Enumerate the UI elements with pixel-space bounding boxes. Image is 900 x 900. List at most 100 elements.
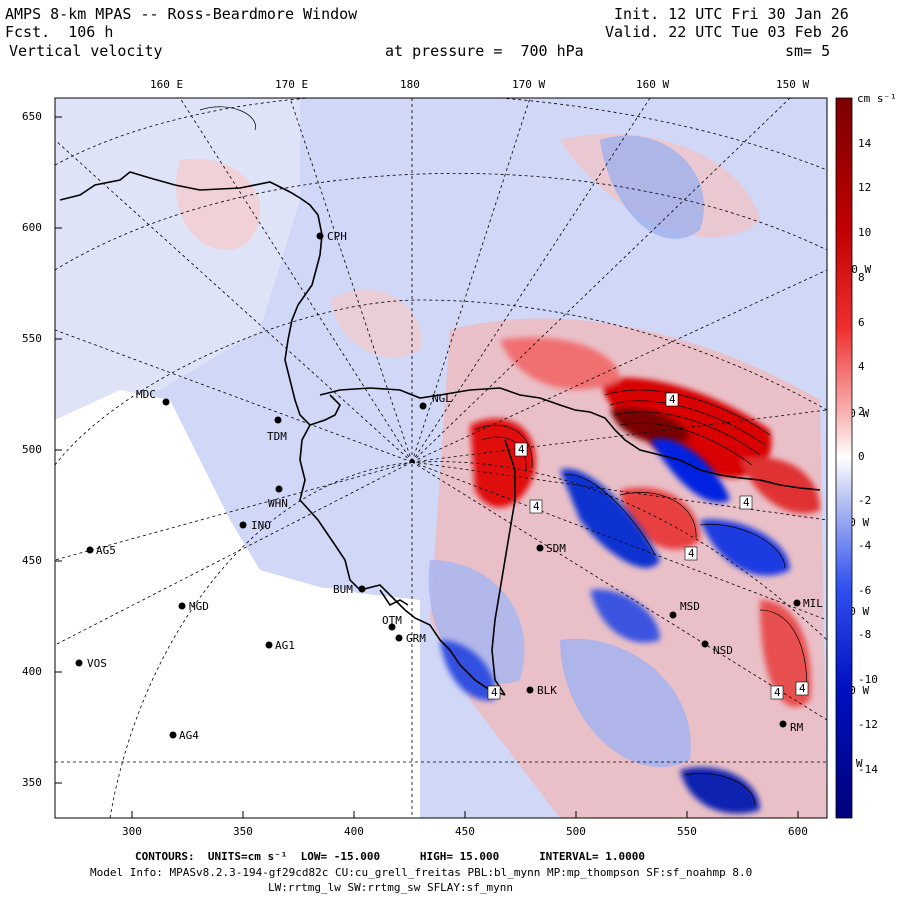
latitude-circle <box>55 299 827 466</box>
colorbar-label: -2 <box>858 494 872 507</box>
colorbar-label: -10 <box>858 673 878 686</box>
station-marker <box>162 398 170 406</box>
updraft-core <box>620 487 700 550</box>
low-value: LOW= -15.000 <box>300 850 381 863</box>
coastline-path <box>59 171 506 696</box>
graticule <box>55 98 827 818</box>
physics-info: LW:rrtmg_lw SW:rrtmg_sw SFLAY:sf_mynn <box>268 881 514 894</box>
station-label: OTM <box>382 614 402 627</box>
contour-label-box <box>529 499 543 514</box>
station-label: SDM <box>546 542 566 555</box>
downdraft-core <box>560 468 660 568</box>
colorbar-label: 8 <box>858 271 865 284</box>
contour-label: 4 <box>533 500 540 513</box>
meridian-line <box>411 98 651 463</box>
station-marker <box>526 686 534 694</box>
station-marker <box>86 546 94 554</box>
station-marker <box>358 585 366 593</box>
valid-time: Valid. 22 UTC Tue 03 Feb 26 <box>605 23 849 41</box>
y-tick-label: 550 <box>22 332 42 345</box>
station-marker <box>779 720 787 728</box>
colorbar-label: 6 <box>858 316 865 329</box>
longitude-label: 170 E <box>275 78 309 91</box>
longitude-label: 180 <box>400 78 420 91</box>
station-label: BUM <box>333 583 353 596</box>
updraft-core <box>470 418 536 508</box>
station-markers <box>75 232 801 739</box>
downdraft-core <box>590 589 660 643</box>
latitude-circle <box>55 173 827 271</box>
coastline <box>59 171 821 696</box>
meridian-line <box>55 461 413 561</box>
pressure-level: at pressure = 700 hPa <box>385 42 584 60</box>
map-title: AMPS 8-km MPAS -- Ross-Beardmore Window <box>5 5 358 23</box>
y-tick-label: 350 <box>22 776 42 789</box>
contour-label: 4 <box>743 496 750 509</box>
contour-line <box>199 106 256 131</box>
updraft-core <box>500 337 620 390</box>
meridian-line <box>411 461 827 621</box>
x-tick-label: 400 <box>344 825 364 838</box>
meridian-line <box>55 139 413 463</box>
y-tick-label: 400 <box>22 665 42 678</box>
longitude-label: 160 W <box>636 78 670 91</box>
station-marker <box>274 416 282 424</box>
contour-label-box <box>514 442 528 457</box>
colorbar-units: cm s⁻¹ <box>857 92 897 105</box>
contour-label-box <box>770 685 784 700</box>
coastline-path <box>309 394 341 426</box>
interval-value: INTERVAL= 1.0000 <box>539 850 646 863</box>
station-label: NGL <box>432 392 452 405</box>
x-tick-label: 450 <box>455 825 475 838</box>
contour-label: 4 <box>774 686 781 699</box>
masked-region <box>55 390 420 818</box>
station-marker <box>419 402 427 410</box>
y-tick-label: 500 <box>22 443 42 456</box>
forecast-label: Fcst. 106 h <box>5 23 113 41</box>
meridian-line <box>289 98 413 463</box>
contour-label: 4 <box>669 393 676 406</box>
contour-label-box <box>487 685 501 700</box>
downdraft-core <box>680 767 760 814</box>
station-label: AG5 <box>96 544 116 557</box>
colorbar-label: -6 <box>858 584 872 597</box>
station-label: AG4 <box>179 729 199 742</box>
light-blue-region <box>600 135 704 239</box>
station-label: GRM <box>406 632 426 645</box>
station-label: NSD <box>713 644 733 657</box>
longitude-label: 170 W <box>512 78 546 91</box>
contour-lines <box>199 106 807 806</box>
model-info: Model Info: MPASv8.2.3-194-gf29cd82c CU:… <box>90 866 753 879</box>
updraft-core <box>760 600 811 707</box>
pressure-label: at pressure = <box>385 42 503 60</box>
coastline-path <box>379 589 409 607</box>
meridian-line <box>411 98 531 463</box>
contour-label-box <box>684 546 698 561</box>
units-label: UNITS=cm s⁻¹ <box>207 850 288 863</box>
station-label: INO <box>251 519 271 532</box>
pressure-value: 700 hPa <box>520 42 584 60</box>
latitude-circle <box>109 461 827 818</box>
station-marker <box>265 641 273 649</box>
colorbar-label: -8 <box>858 628 872 641</box>
downdraft-core <box>700 519 790 576</box>
colorbar-label: 4 <box>858 360 865 373</box>
station-marker <box>536 544 544 552</box>
init-time: Init. 12 UTC Fri 30 Jan 26 <box>614 5 849 23</box>
contour-line <box>614 411 761 456</box>
contour-label-box <box>739 495 753 510</box>
contour-line <box>619 422 753 466</box>
x-tick-label: 350 <box>233 825 253 838</box>
station-marker <box>395 634 403 642</box>
station-marker <box>275 485 283 493</box>
meridian-line <box>55 461 413 646</box>
station-label: MDC <box>136 388 156 401</box>
x-tick-label: 550 <box>677 825 697 838</box>
forecast-hour: 106 h <box>68 23 114 41</box>
contour-label-box <box>665 392 679 407</box>
station-marker <box>388 623 396 631</box>
updraft-core <box>610 407 690 444</box>
colorbar-label: 2 <box>858 405 865 418</box>
coastline-path <box>491 439 516 696</box>
